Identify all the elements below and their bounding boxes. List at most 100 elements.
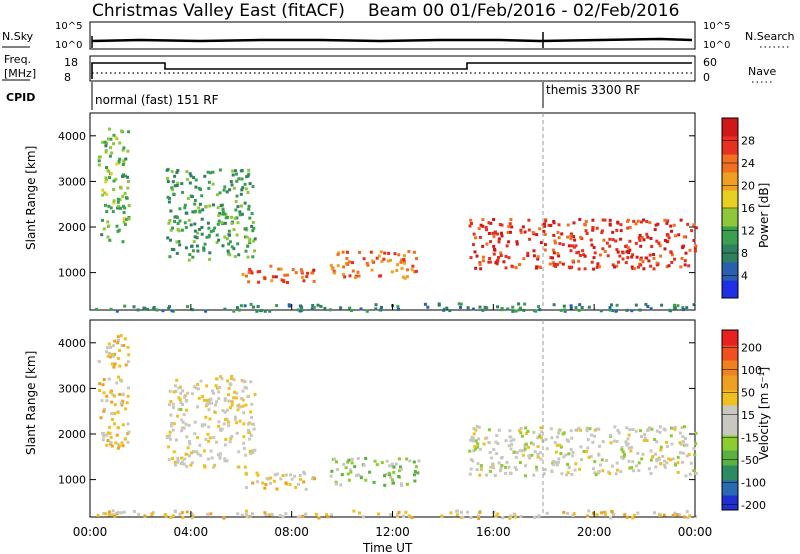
heatmap-cell xyxy=(682,308,685,312)
colorbar-swatch xyxy=(722,172,738,191)
heatmap-cell xyxy=(305,275,309,279)
heatmap-cell xyxy=(198,209,202,213)
heatmap-cell xyxy=(536,255,540,259)
heatmap-cell xyxy=(620,448,624,452)
heatmap-cell xyxy=(619,229,623,233)
heatmap-cell xyxy=(196,382,200,386)
heatmap-cell xyxy=(653,228,657,232)
heatmap-cell xyxy=(618,254,622,258)
heatmap-cell xyxy=(649,449,653,453)
heatmap-cell xyxy=(492,252,496,256)
heatmap-cell xyxy=(535,468,539,472)
heatmap-cell xyxy=(217,214,221,217)
heatmap-cell xyxy=(211,229,215,233)
heatmap-cell xyxy=(334,480,338,484)
heatmap-cell xyxy=(646,235,650,239)
heatmap-cell xyxy=(279,477,283,481)
heatmap-cell xyxy=(234,200,238,203)
heatmap-cell xyxy=(673,511,677,515)
heatmap-cell xyxy=(632,267,636,271)
heatmap-cell xyxy=(240,396,244,400)
heatmap-cell xyxy=(539,241,543,245)
heatmap-cell xyxy=(183,394,187,398)
heatmap-cell xyxy=(298,474,302,477)
heatmap-cell xyxy=(567,452,571,456)
vel-scatter-region xyxy=(468,425,698,478)
heatmap-cell xyxy=(513,515,517,519)
heatmap-cell xyxy=(169,515,173,519)
heatmap-cell xyxy=(126,345,130,349)
heatmap-cell xyxy=(97,360,101,363)
heatmap-cell xyxy=(383,251,387,255)
colorbar-tick-label: 12 xyxy=(741,225,755,238)
heatmap-cell xyxy=(545,447,549,451)
heatmap-cell xyxy=(284,481,288,485)
heatmap-cell xyxy=(379,250,383,254)
heatmap-cell xyxy=(603,250,607,254)
heatmap-cell xyxy=(550,470,554,474)
heatmap-cell xyxy=(109,137,113,141)
heatmap-cell xyxy=(224,437,228,441)
heatmap-cell xyxy=(241,398,245,402)
heatmap-cell xyxy=(487,232,491,235)
heatmap-cell xyxy=(361,515,365,519)
heatmap-cell xyxy=(330,469,334,473)
heatmap-cell xyxy=(593,460,597,464)
heatmap-cell xyxy=(344,466,348,470)
heatmap-cell xyxy=(648,426,651,430)
heatmap-cell xyxy=(611,230,615,234)
heatmap-cell xyxy=(478,305,482,309)
heatmap-cell xyxy=(628,248,632,252)
heatmap-cell xyxy=(237,253,241,257)
heatmap-cell xyxy=(566,462,570,466)
heatmap-cell xyxy=(235,194,239,198)
heatmap-cell xyxy=(304,512,308,516)
heatmap-cell xyxy=(641,260,645,264)
heatmap-cell xyxy=(688,472,692,476)
heatmap-cell xyxy=(690,229,694,233)
heatmap-cell xyxy=(621,257,625,261)
heatmap-cell xyxy=(197,387,200,391)
heatmap-cell xyxy=(373,459,377,463)
heatmap-cell xyxy=(219,375,223,379)
heatmap-cell xyxy=(514,455,518,459)
heatmap-cell xyxy=(663,218,667,222)
heatmap-cell xyxy=(228,233,231,237)
heatmap-cell xyxy=(570,473,574,476)
heatmap-cell xyxy=(577,308,581,312)
heatmap-cell xyxy=(412,460,416,464)
heatmap-cell xyxy=(196,452,200,456)
heatmap-cell xyxy=(569,237,573,241)
heatmap-cell xyxy=(209,512,213,516)
heatmap-cell xyxy=(352,509,356,513)
heatmap-cell xyxy=(171,402,175,406)
heatmap-cell xyxy=(127,353,131,357)
heatmap-cell xyxy=(120,379,123,383)
heatmap-cell xyxy=(498,223,502,226)
heatmap-cell xyxy=(103,140,107,144)
heatmap-cell xyxy=(349,470,353,474)
heatmap-cell xyxy=(592,246,596,249)
heatmap-cell xyxy=(329,474,333,478)
heatmap-cell xyxy=(195,236,199,240)
heatmap-cell xyxy=(634,429,638,433)
heatmap-cell xyxy=(566,223,570,227)
heatmap-cell xyxy=(519,431,523,435)
heatmap-cell xyxy=(533,450,537,454)
heatmap-cell xyxy=(228,253,232,257)
heatmap-cell xyxy=(481,218,485,222)
heatmap-cell xyxy=(245,509,248,513)
heatmap-cell xyxy=(492,448,496,452)
heatmap-cell xyxy=(217,219,221,223)
heatmap-cell xyxy=(469,256,473,260)
heatmap-cell xyxy=(560,472,564,476)
colorbar-swatch xyxy=(722,465,738,481)
heatmap-cell xyxy=(255,309,259,313)
heatmap-cell xyxy=(179,408,183,411)
heatmap-cell xyxy=(167,200,171,204)
heatmap-cell xyxy=(251,221,255,224)
heatmap-cell xyxy=(445,306,449,310)
heatmap-cell xyxy=(235,216,239,220)
heatmap-cell xyxy=(244,187,248,191)
heatmap-cell xyxy=(600,458,604,462)
